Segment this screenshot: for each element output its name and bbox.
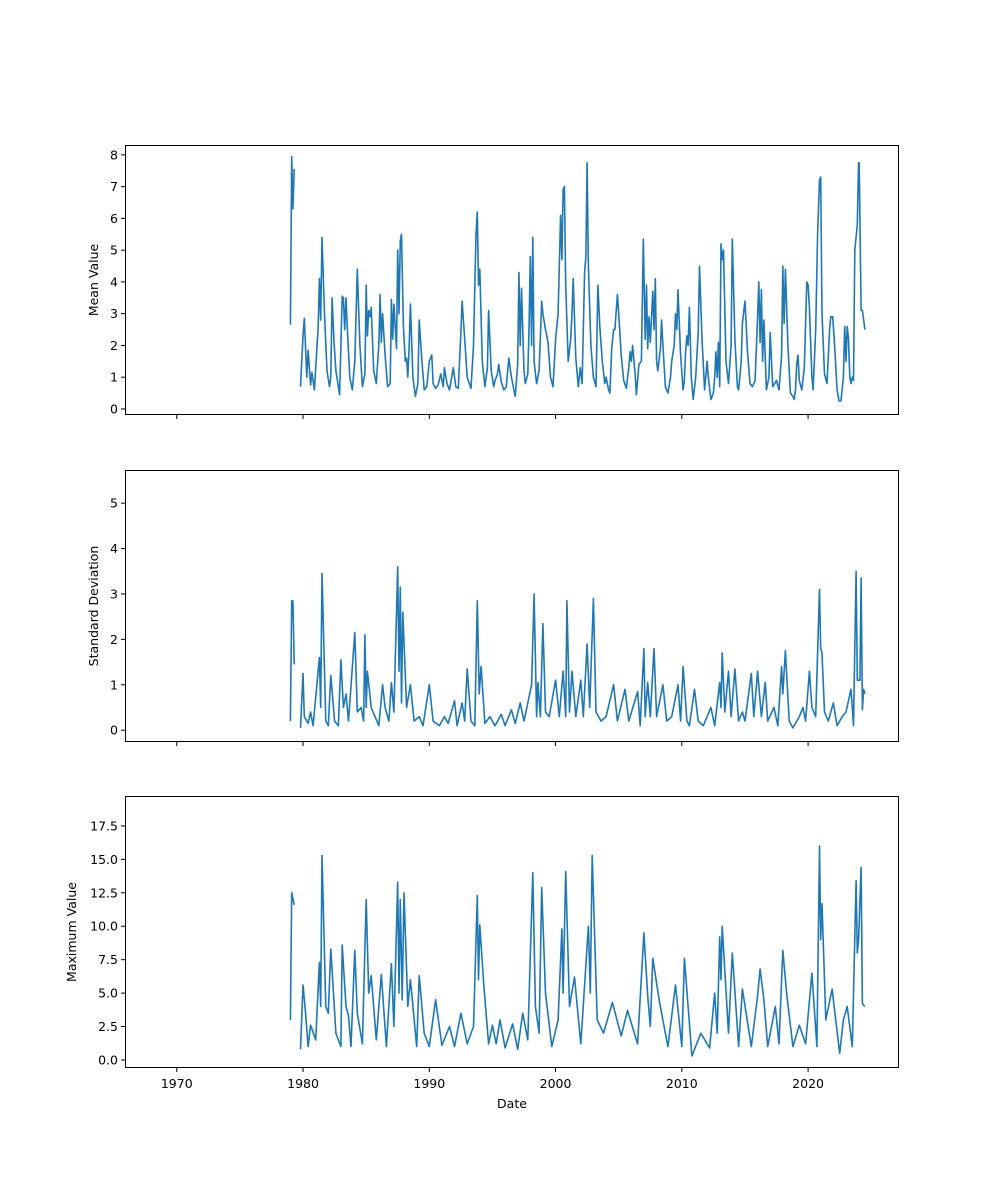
x-axis-label: Date <box>497 1096 527 1111</box>
data-series-line <box>289 845 866 1057</box>
x-tick-label: 1970 <box>161 1076 193 1091</box>
y-tick-label: 3 <box>110 306 118 321</box>
y-tick-label: 1 <box>110 370 118 385</box>
subplot-standard-deviation: 0 1 2 3 4 5 Standard Deviation <box>86 470 899 746</box>
subplot-maximum-value: 0.0 2.5 5.0 7.5 10.0 12.5 15.0 17.5 1970 1980 1990… <box>64 796 899 1111</box>
y-tick-label: 0.0 <box>98 1052 118 1067</box>
y-tick-label: 7.5 <box>98 952 118 967</box>
y-tick-label: 17.5 <box>90 818 118 833</box>
y-axis-label: Standard Deviation <box>86 546 101 667</box>
x-tick-label: 2000 <box>540 1076 572 1091</box>
subplot-mean-value: 0 1 2 3 4 5 6 7 8 Mean Value <box>86 145 899 419</box>
x-tick-label: 2010 <box>666 1076 698 1091</box>
y-tick-label: 2 <box>110 632 118 647</box>
y-tick-label: 2 <box>110 338 118 353</box>
y-tick-label: 15.0 <box>90 852 118 867</box>
y-axis-label: Mean Value <box>86 244 101 317</box>
y-tick-label: 5 <box>110 243 118 258</box>
data-series-line <box>289 565 866 729</box>
y-tick-label: 4 <box>110 274 118 289</box>
y-tick-label: 8 <box>110 147 118 162</box>
y-tick-label: 0 <box>110 723 118 738</box>
y-tick-label: 6 <box>110 211 118 226</box>
axes-frame <box>125 470 899 742</box>
y-tick-label: 1 <box>110 677 118 692</box>
data-series-line <box>289 155 866 402</box>
x-tick-label: 2020 <box>792 1076 824 1091</box>
y-tick-label: 5 <box>110 496 118 511</box>
axes-frame <box>125 145 899 415</box>
y-tick-label: 0 <box>110 401 118 416</box>
y-axis-label: Maximum Value <box>64 882 79 982</box>
y-tick-label: 3 <box>110 586 118 601</box>
y-tick-label: 2.5 <box>98 1019 118 1034</box>
y-tick-label: 5.0 <box>98 986 118 1001</box>
axes-frame <box>125 796 899 1068</box>
y-tick-label: 4 <box>110 541 118 556</box>
y-tick-label: 10.0 <box>90 919 118 934</box>
x-tick-label: 1990 <box>413 1076 445 1091</box>
y-tick-label: 7 <box>110 179 118 194</box>
y-tick-label: 12.5 <box>90 885 118 900</box>
x-tick-label: 1980 <box>287 1076 319 1091</box>
